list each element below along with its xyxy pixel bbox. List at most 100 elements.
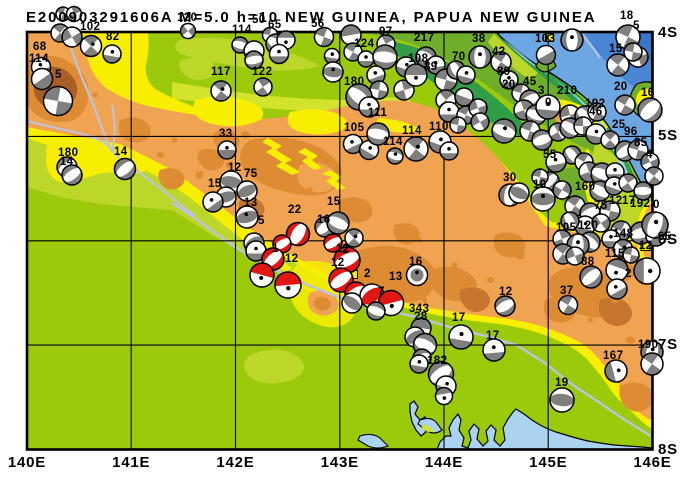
svg-text:89: 89: [497, 66, 511, 78]
svg-text:0: 0: [653, 199, 660, 211]
svg-text:13: 13: [389, 271, 403, 283]
svg-text:85: 85: [634, 137, 648, 149]
svg-text:2: 2: [342, 244, 349, 256]
svg-text:105: 105: [556, 222, 577, 234]
svg-text:6S: 6S: [658, 231, 678, 248]
svg-text:180: 180: [344, 76, 364, 88]
svg-text:50: 50: [252, 14, 266, 26]
svg-text:2: 2: [364, 268, 371, 280]
svg-text:12: 12: [285, 253, 299, 265]
svg-text:15: 15: [327, 196, 341, 208]
svg-text:30: 30: [503, 172, 517, 184]
svg-text:5: 5: [55, 69, 62, 81]
svg-text:97: 97: [379, 26, 393, 38]
svg-text:12: 12: [499, 286, 513, 298]
svg-text:89: 89: [424, 61, 438, 73]
svg-text:210: 210: [557, 85, 577, 97]
svg-text:4S: 4S: [658, 24, 678, 41]
svg-text:25: 25: [612, 119, 626, 131]
svg-text:55: 55: [543, 149, 557, 161]
svg-text:148: 148: [613, 228, 634, 240]
svg-text:15: 15: [208, 178, 222, 190]
svg-text:120: 120: [177, 12, 197, 24]
svg-text:20: 20: [614, 81, 628, 93]
svg-text:5: 5: [633, 20, 640, 32]
svg-text:2: 2: [625, 268, 632, 280]
svg-text:33: 33: [219, 128, 233, 140]
svg-text:124: 124: [354, 38, 375, 50]
svg-text:7S: 7S: [658, 336, 678, 353]
svg-text:16: 16: [641, 87, 655, 99]
svg-text:1: 1: [272, 243, 279, 255]
svg-text:122: 122: [252, 66, 272, 78]
svg-text:65: 65: [658, 231, 672, 243]
svg-text:14: 14: [60, 156, 74, 168]
svg-text:143E: 143E: [321, 454, 359, 471]
svg-text:17: 17: [486, 330, 500, 342]
svg-text:4: 4: [646, 149, 653, 161]
svg-text:18: 18: [620, 10, 634, 22]
svg-text:12: 12: [609, 195, 623, 207]
svg-text:70: 70: [452, 51, 466, 63]
svg-text:105: 105: [344, 122, 365, 134]
svg-text:46: 46: [589, 106, 603, 118]
svg-text:5: 5: [258, 215, 265, 227]
svg-text:192: 192: [585, 98, 605, 110]
svg-text:182: 182: [427, 355, 447, 367]
svg-text:146E: 146E: [633, 454, 671, 471]
svg-text:17: 17: [452, 312, 466, 324]
svg-text:13: 13: [244, 197, 258, 209]
svg-text:20: 20: [502, 79, 516, 91]
svg-text:82: 82: [106, 31, 120, 43]
svg-text:19: 19: [555, 377, 569, 389]
svg-text:16: 16: [409, 256, 423, 268]
svg-text:145E: 145E: [529, 454, 567, 471]
svg-text:75: 75: [594, 200, 608, 212]
svg-text:120: 120: [578, 220, 598, 232]
svg-text:343: 343: [409, 303, 429, 315]
svg-text:16: 16: [317, 214, 331, 226]
svg-text:65: 65: [268, 19, 282, 31]
svg-text:140E: 140E: [8, 454, 46, 471]
svg-text:7: 7: [378, 286, 385, 298]
svg-text:117: 117: [211, 66, 231, 78]
svg-text:190: 190: [638, 339, 658, 351]
svg-text:108: 108: [408, 53, 429, 65]
svg-text:15: 15: [609, 43, 623, 55]
svg-text:115: 115: [605, 248, 625, 260]
svg-text:56: 56: [311, 18, 325, 30]
svg-text:114: 114: [232, 24, 252, 36]
svg-text:42: 42: [492, 46, 506, 58]
svg-text:96: 96: [624, 126, 638, 138]
svg-text:167: 167: [603, 350, 623, 362]
svg-text:114: 114: [402, 125, 422, 137]
svg-text:38: 38: [472, 33, 486, 45]
svg-text:192: 192: [630, 198, 650, 210]
svg-text:102: 102: [80, 21, 100, 33]
svg-text:217: 217: [414, 32, 434, 44]
svg-text:111: 111: [368, 107, 387, 119]
svg-text:45: 45: [523, 76, 537, 88]
svg-text:3: 3: [538, 85, 545, 97]
svg-text:28: 28: [414, 311, 428, 323]
svg-text:114: 114: [383, 136, 403, 148]
svg-text:37: 37: [560, 285, 574, 297]
svg-text:8S: 8S: [658, 441, 678, 458]
svg-text:10: 10: [533, 179, 547, 191]
svg-text:75: 75: [244, 168, 258, 180]
svg-text:114: 114: [29, 53, 49, 65]
svg-text:180: 180: [58, 147, 78, 159]
svg-text:88: 88: [581, 256, 595, 268]
svg-text:160: 160: [575, 181, 595, 193]
svg-text:12: 12: [228, 162, 242, 174]
svg-text:141E: 141E: [112, 454, 150, 471]
svg-text:144E: 144E: [425, 454, 463, 471]
svg-text:110: 110: [429, 121, 449, 133]
svg-text:12: 12: [639, 240, 653, 252]
svg-text:12: 12: [331, 257, 345, 269]
svg-text:17: 17: [622, 195, 636, 207]
svg-text:142E: 142E: [216, 454, 254, 471]
svg-text:103: 103: [535, 33, 555, 45]
svg-text:14: 14: [114, 146, 128, 158]
svg-text:5S: 5S: [658, 127, 678, 144]
